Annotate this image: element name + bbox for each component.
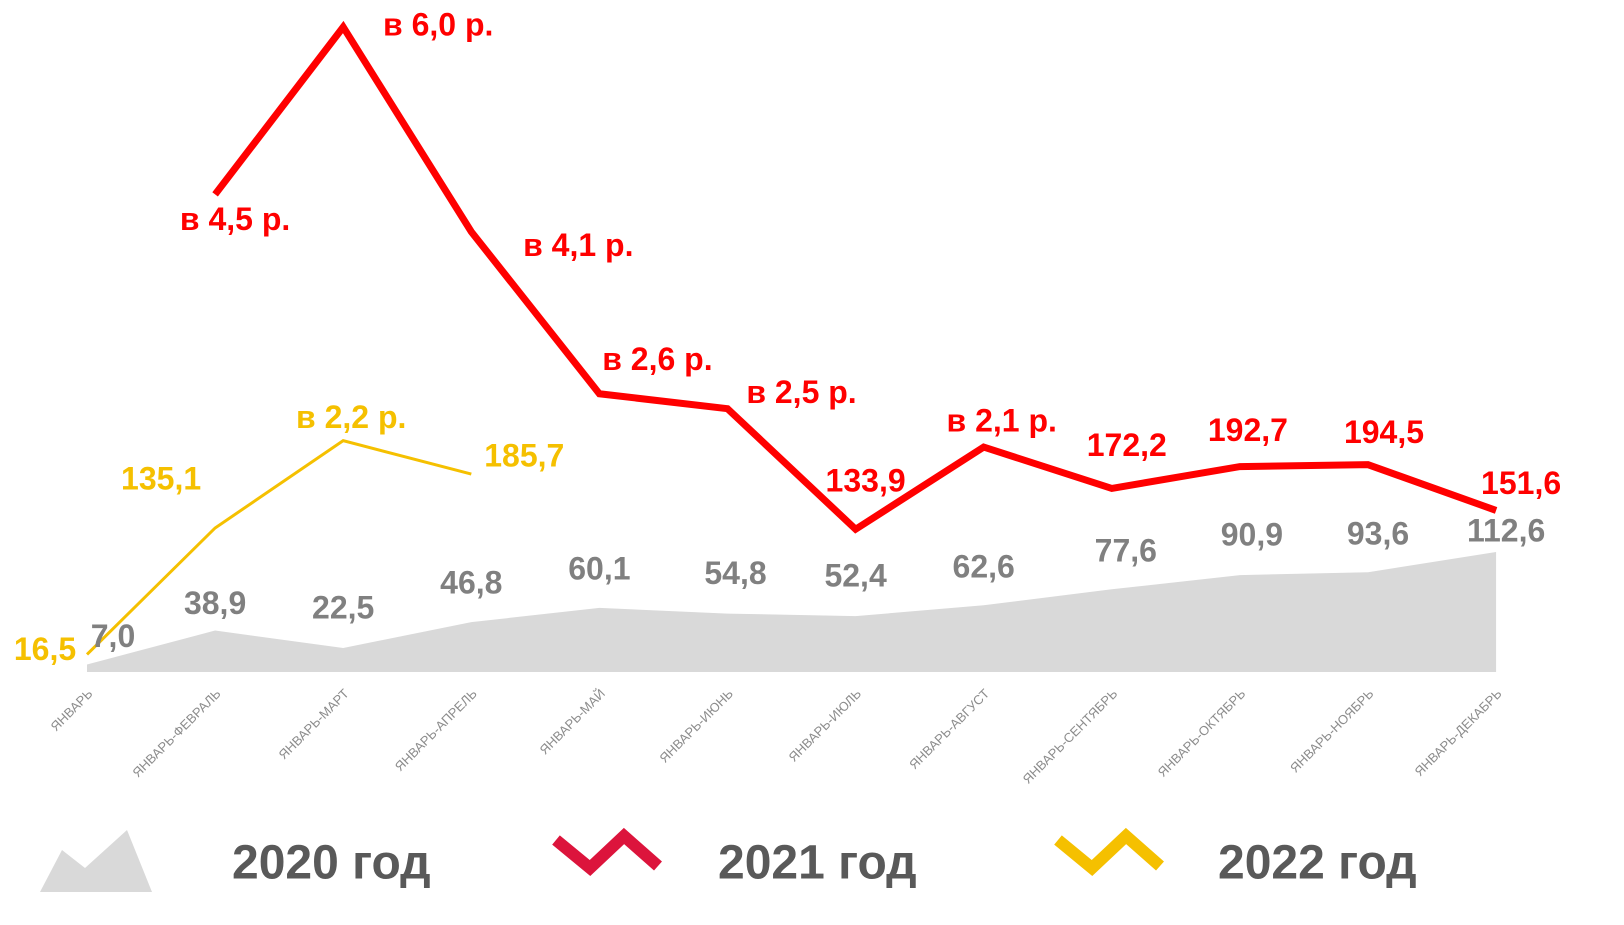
value-label: 60,1 (568, 550, 630, 586)
x-tick-label: ЯНВАРЬ-ОКТЯБРЬ (1155, 686, 1249, 780)
value-label: 77,6 (1095, 533, 1157, 569)
x-tick-label: ЯНВАРЬ-МАЙ (536, 686, 607, 757)
x-tick-label: ЯНВАРЬ-ИЮЛЬ (786, 686, 865, 765)
x-tick-label: ЯНВАРЬ-АВГУСТ (906, 686, 992, 772)
x-tick-label: ЯНВАРЬ-ИЮНЬ (656, 686, 736, 766)
x-tick-label: ЯНВАРЬ-ФЕВРАЛЬ (129, 686, 223, 780)
legend-icon-red (552, 827, 662, 876)
x-tick-label: ЯНВАРЬ-МАРТ (276, 686, 352, 762)
line (85, 439, 472, 656)
ratio-label: в 2,1 р. (947, 403, 1057, 439)
legend-icon-yellow (1054, 827, 1164, 876)
value-label: 135,1 (121, 460, 201, 496)
value-label: 151,6 (1481, 465, 1561, 501)
value-label: 172,2 (1087, 427, 1167, 463)
value-label: 112,6 (1467, 512, 1545, 548)
ratio-label: в 2,2 р. (296, 399, 406, 435)
value-label: 22,5 (312, 589, 374, 625)
value-label: 38,9 (184, 585, 246, 621)
legend-icon-area (40, 830, 152, 892)
ratio-label: в 2,6 р. (602, 341, 712, 377)
value-label: 192,7 (1208, 412, 1288, 448)
legend-label: 2021 год (718, 837, 917, 890)
ratio-label: в 4,1 р. (523, 227, 633, 263)
value-label: 7,0 (91, 618, 135, 654)
x-tick-label: ЯНВАРЬ-НОЯБРЬ (1287, 686, 1376, 775)
legend-label: 2022 год (1218, 837, 1417, 890)
value-label: 46,8 (440, 565, 502, 601)
ratio-label: в 6,0 р. (383, 7, 493, 43)
area-2020 (87, 551, 1497, 672)
value-label: 90,9 (1221, 517, 1283, 553)
x-tick-label: ЯНВАРЬ-СЕНТЯБРЬ (1020, 686, 1121, 787)
legend-label: 2020 год (232, 837, 431, 890)
value-label: 185,7 (484, 437, 564, 473)
ratio-label: в 4,5 р. (180, 201, 290, 237)
value-label: 194,5 (1344, 414, 1424, 450)
value-label: 133,9 (826, 463, 906, 499)
value-label: 52,4 (824, 558, 886, 594)
x-tick-label: ЯНВАРЬ-ДЕКАБРЬ (1412, 686, 1505, 779)
value-label: 62,6 (953, 549, 1015, 585)
line (212, 20, 1498, 534)
x-tick-label: ЯНВАРЬ-АПРЕЛЬ (392, 686, 480, 774)
ratio-label: в 2,5 р. (746, 374, 856, 410)
x-tick-label: ЯНВАРЬ (48, 686, 96, 734)
value-label: 16,5 (14, 631, 76, 667)
value-label: 93,6 (1347, 516, 1409, 552)
value-label: 54,8 (704, 555, 766, 591)
